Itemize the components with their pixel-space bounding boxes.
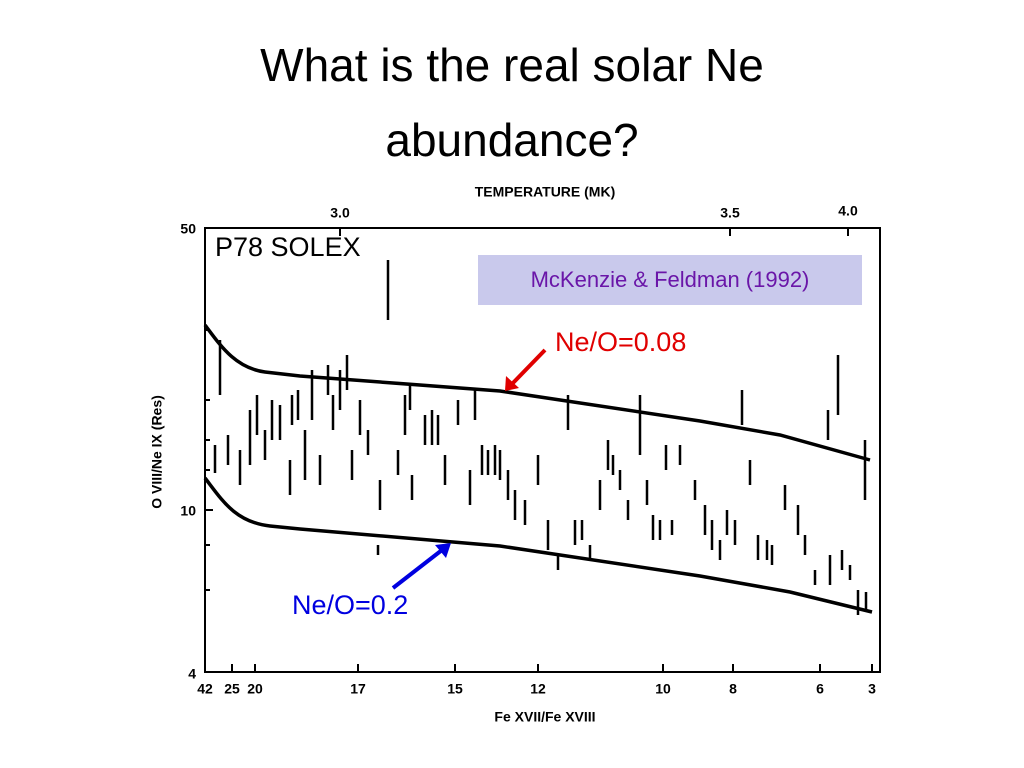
x-tick-label: 6 [816, 681, 824, 697]
x-tick-label: 20 [247, 681, 263, 697]
upper-curve [203, 323, 871, 462]
x-tick-label: 3 [868, 681, 876, 697]
arrowhead-upper [505, 376, 519, 391]
scan-error-bars [213, 260, 868, 615]
x-tick-label: 15 [447, 681, 463, 697]
top-tick-label: 3.0 [330, 205, 350, 221]
figure-label: P78 SOLEX [215, 232, 361, 262]
x-tick-label: 17 [350, 681, 366, 697]
x-tick-label: 12 [530, 681, 546, 697]
annotation-upper: Ne/O=0.08 [555, 327, 686, 357]
axis-ticks [204, 227, 873, 673]
arrowhead-lower [435, 543, 451, 558]
x-tick-label: 10 [655, 681, 671, 697]
source-text: McKenzie & Feldman (1992) [531, 267, 810, 292]
y-axis-title: O VIII/Ne IX (Res) [149, 395, 165, 509]
slide-title-line: abundance? [385, 114, 639, 166]
x-tick-label: 25 [224, 681, 240, 697]
top-axis-title: TEMPERATURE (MK) [475, 184, 616, 200]
y-tick-label: 10 [180, 503, 196, 519]
x-tick-label: 42 [197, 681, 213, 697]
top-tick-label: 4.0 [838, 203, 858, 219]
lower-curve [203, 476, 873, 614]
x-tick-label: 8 [729, 681, 737, 697]
arrow-upper [510, 348, 547, 386]
arrow-lower [391, 548, 444, 590]
plot-frame [204, 227, 881, 673]
x-tick-labels: 42 25 20 17 15 12 10 8 6 3 [197, 681, 876, 697]
y-tick-label: 4 [188, 666, 196, 682]
x-axis-title: Fe XVII/Fe XVIII [494, 709, 595, 725]
annotation-lower: Ne/O=0.2 [292, 590, 408, 620]
slide-title-line: What is the real solar Ne [260, 39, 764, 91]
source-box [478, 255, 862, 305]
y-tick-label: 50 [180, 221, 196, 237]
top-tick-label: 3.5 [720, 205, 740, 221]
